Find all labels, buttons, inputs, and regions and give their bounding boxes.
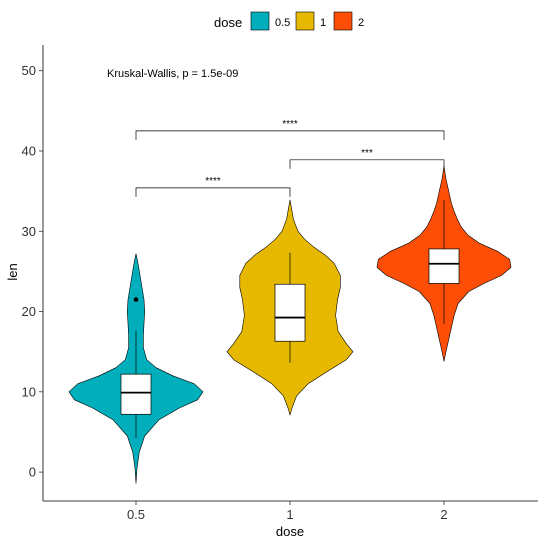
x-tick-label: 2 [440, 507, 447, 522]
y-tick-label: 30 [22, 224, 36, 239]
x-axis-title: dose [276, 524, 304, 539]
axes: 0 10 20 30 40 50 0.5 1 2 dose len [5, 45, 538, 539]
significance-bracket: **** [135, 176, 291, 197]
x-tick-label: 0.5 [127, 507, 145, 522]
y-tick-label: 40 [22, 143, 36, 158]
box-1 [274, 283, 306, 342]
box-2 [428, 248, 460, 284]
legend-label: 0.5 [275, 17, 290, 29]
box-0.5 [120, 373, 152, 415]
y-axis-title: len [5, 263, 20, 280]
plot-area: ***********Kruskal-Wallis, p = 1.5e-09 [68, 68, 512, 484]
y-tick-label: 50 [22, 63, 36, 78]
significance-label: *** [361, 148, 373, 159]
significance-label: **** [282, 119, 298, 130]
y-tick-label: 20 [22, 304, 36, 319]
outlier-point [133, 297, 139, 302]
violin-group-1 [226, 199, 354, 416]
bracket-line [135, 130, 445, 140]
legend: dose 0.5 1 2 [214, 11, 364, 31]
legend-item-2: 2 [333, 11, 364, 31]
legend-key-swatch [295, 11, 315, 31]
kruskal-wallis-annotation: Kruskal-Wallis, p = 1.5e-09 [107, 68, 238, 80]
bracket-line [289, 159, 445, 169]
legend-title: dose [214, 15, 242, 30]
violin-group-0.5 [68, 253, 204, 484]
y-tick-label: 10 [22, 384, 36, 399]
bracket-line [135, 187, 291, 197]
legend-key-swatch [333, 11, 353, 31]
legend-key-swatch [250, 11, 270, 31]
x-tick-label: 1 [286, 507, 293, 522]
significance-bracket: *** [289, 148, 445, 169]
legend-label: 1 [320, 17, 326, 29]
legend-label: 2 [358, 17, 364, 29]
y-tick-label: 0 [29, 465, 36, 480]
significance-label: **** [205, 176, 221, 187]
violin-group-2 [376, 165, 512, 362]
legend-item-0.5: 0.5 [250, 11, 290, 31]
significance-bracket: **** [135, 119, 445, 140]
legend-item-1: 1 [295, 11, 326, 31]
